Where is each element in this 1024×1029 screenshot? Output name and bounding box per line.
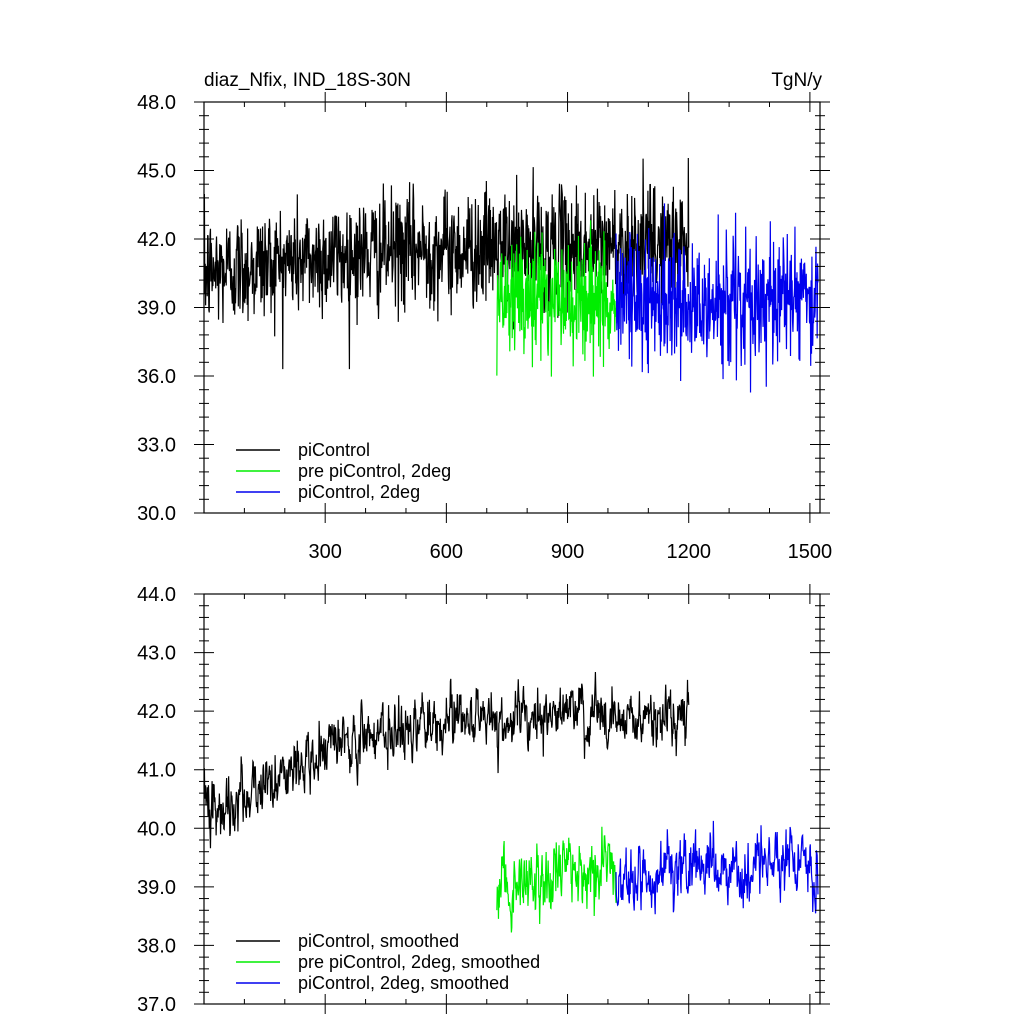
- y-tick-label: 42.0: [137, 701, 176, 723]
- series-line-1-0: [204, 671, 690, 849]
- top-panel: 300 600 900 1200 1500 30.0 33.0 36.0 39.0 42.0 45.…: [137, 92, 832, 563]
- legend-label: piControl, 2deg: [298, 482, 420, 502]
- series-line-0-1: [496, 220, 617, 377]
- y-tick-label: 33.0: [137, 435, 176, 457]
- top-title-right: TgN/y: [771, 70, 822, 91]
- x-tick-label: 1500: [788, 541, 833, 563]
- y-tick-label: 38.0: [137, 935, 176, 957]
- y-tick-label: 36.0: [137, 366, 176, 388]
- y-tick-label: 40.0: [137, 818, 176, 840]
- y-tick-label: 41.0: [137, 760, 176, 782]
- x-tick-label: 1200: [666, 541, 711, 563]
- y-tick-label: 43.0: [137, 643, 176, 665]
- series-line-0-2: [615, 203, 819, 393]
- x-tick-label: 600: [430, 541, 463, 563]
- y-tick-label: 42.0: [137, 229, 176, 251]
- series-line-1-1: [496, 826, 617, 933]
- x-tick-label: 300: [308, 541, 341, 563]
- legend-label: piControl: [298, 440, 370, 460]
- legend-label: piControl, 2deg, smoothed: [298, 973, 509, 993]
- top-title-left: diaz_Nfix, IND_18S-30N: [204, 70, 411, 91]
- x-tick-label: 900: [551, 541, 584, 563]
- legend-label: piControl, smoothed: [298, 931, 459, 951]
- plot-frame: [203, 593, 821, 1005]
- legend-label: pre piControl, 2deg: [298, 461, 451, 481]
- y-tick-label: 30.0: [137, 503, 176, 525]
- y-tick-label: 45.0: [137, 161, 176, 183]
- legend-label: pre piControl, 2deg, smoothed: [298, 952, 540, 972]
- y-tick-label: 39.0: [137, 877, 176, 899]
- bottom-panel: 37.0 38.0 39.0 40.0 41.0 42.0 43.0 44.0 piContro…: [137, 584, 830, 1016]
- y-tick-label: 44.0: [137, 584, 176, 606]
- y-tick-label: 48.0: [137, 92, 176, 114]
- series-line-0-0: [204, 157, 690, 370]
- y-tick-label: 37.0: [137, 994, 176, 1016]
- y-tick-label: 39.0: [137, 298, 176, 320]
- series-line-1-2: [615, 820, 819, 915]
